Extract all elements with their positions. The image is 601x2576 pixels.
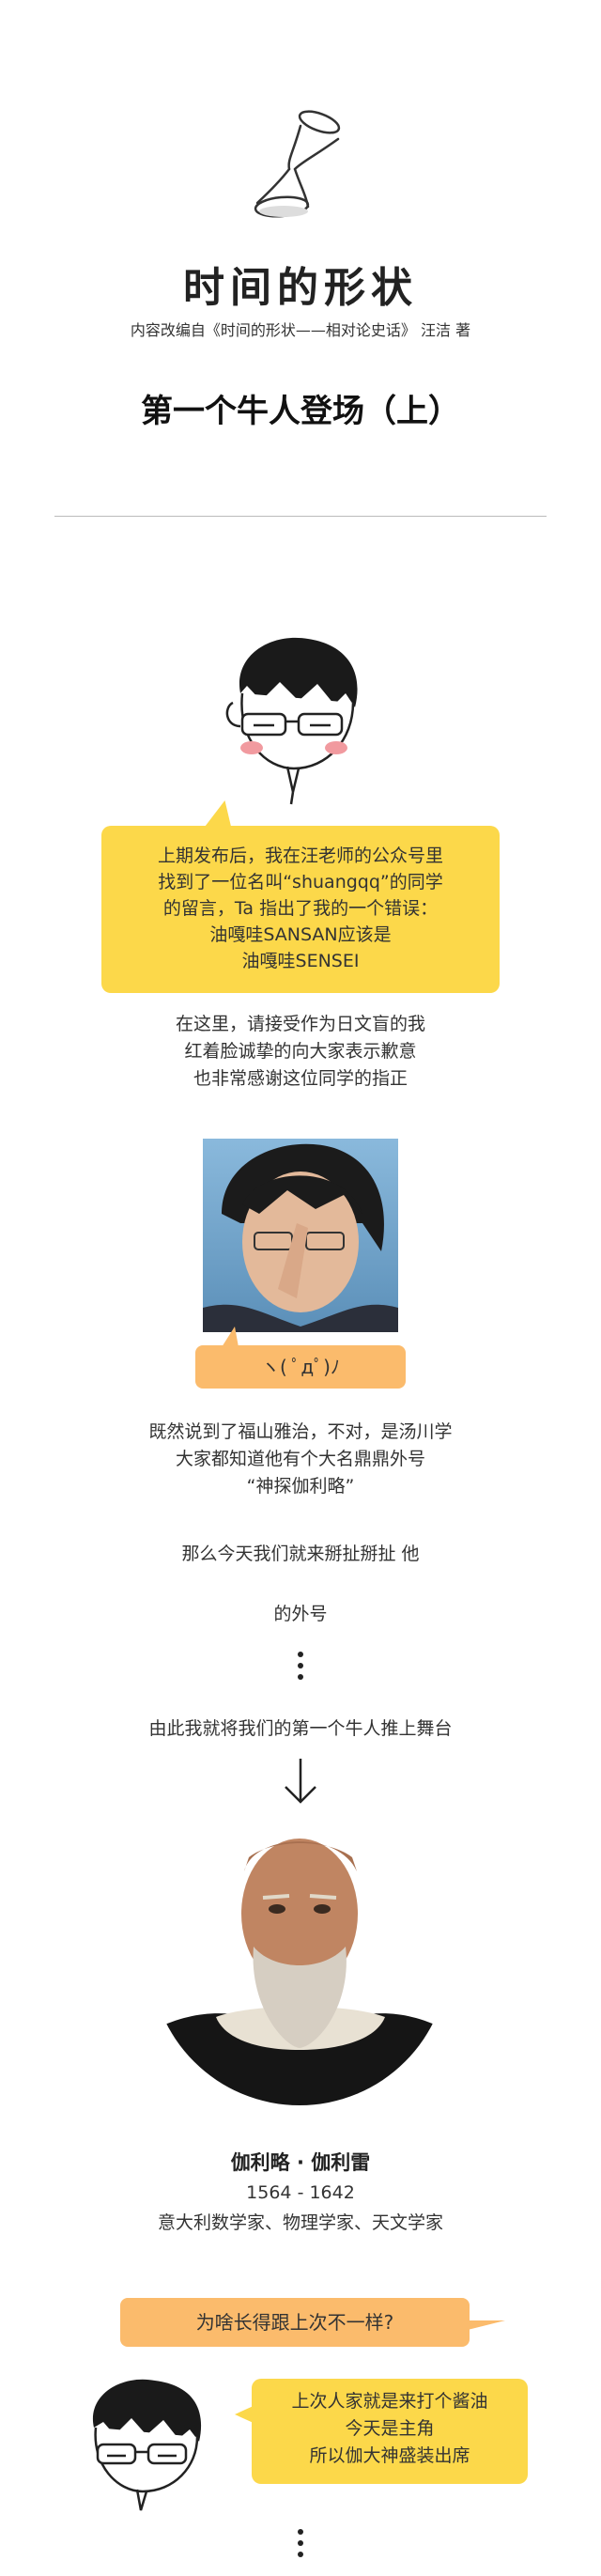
- question-chip: 为啥长得跟上次不一样?: [120, 2298, 470, 2347]
- story-paragraph-4: 由此我就将我们的第一个牛人推上舞台: [148, 1718, 453, 1739]
- page-subtitle: 内容改编自《时间的形状——相对论史话》 汪洁 著: [130, 321, 471, 339]
- ellipsis-dots-1: [298, 1652, 303, 1685]
- ellipsis-dots-2: [298, 2529, 303, 2563]
- page-title: 时间的形状: [183, 264, 418, 312]
- intro-speech-bubble: 上期发布后，我在汪老师的公众号里 找到了一位名叫“shuangqq”的同学 的留…: [101, 826, 500, 993]
- story-paragraph-3: 的外号: [273, 1604, 328, 1624]
- hourglass-illustration: [225, 101, 366, 233]
- emoticon-chip: ヽ( ﾟдﾟ)ﾉ: [195, 1345, 406, 1389]
- answer-speech-bubble: 上次人家就是来打个酱油 今天是主角 所以伽大神盛装出席: [252, 2379, 528, 2484]
- galileo-description: 意大利数学家、物理学家、天文学家: [157, 2212, 443, 2233]
- portrait-photo-fukuyama: [203, 1139, 398, 1332]
- question-text: 为啥长得跟上次不一样?: [195, 2311, 394, 2334]
- apology-text: 在这里，请接受作为日文盲的我 红着脸诚挚的向大家表示歉意 也非常感谢这位同学的指…: [175, 1014, 425, 1089]
- chip-tail: [222, 1327, 239, 1347]
- cartoon-character-glasses: [205, 628, 374, 806]
- galileo-years: 1564 - 1642: [246, 2182, 355, 2203]
- divider: [54, 516, 547, 517]
- story-paragraph-2: 那么今天我们就来掰扯掰扯 他: [181, 1544, 420, 1564]
- intro-bubble-text: 上期发布后，我在汪老师的公众号里 找到了一位名叫“shuangqq”的同学 的留…: [157, 846, 443, 971]
- cartoon-character-glasses-small: [66, 2371, 216, 2522]
- chapter-title: 第一个牛人登场（上）: [141, 393, 460, 430]
- question-chip-tail: [468, 2320, 505, 2330]
- galileo-portrait: [150, 1815, 449, 2114]
- story-paragraph-1: 既然说到了福山雅治，不对，是汤川学 大家都知道他有个大名鼎鼎外号 “神探伽利略”: [148, 1421, 453, 1497]
- galileo-name: 伽利略 · 伽利雷: [230, 2151, 371, 2174]
- answer-text: 上次人家就是来打个酱油 今天是主角 所以伽大神盛装出席: [291, 2391, 488, 2466]
- emoticon-text: ヽ( ﾟдﾟ)ﾉ: [261, 1356, 340, 1378]
- down-arrow-icon: [282, 1757, 319, 1806]
- answer-bubble-tail: [235, 2405, 255, 2424]
